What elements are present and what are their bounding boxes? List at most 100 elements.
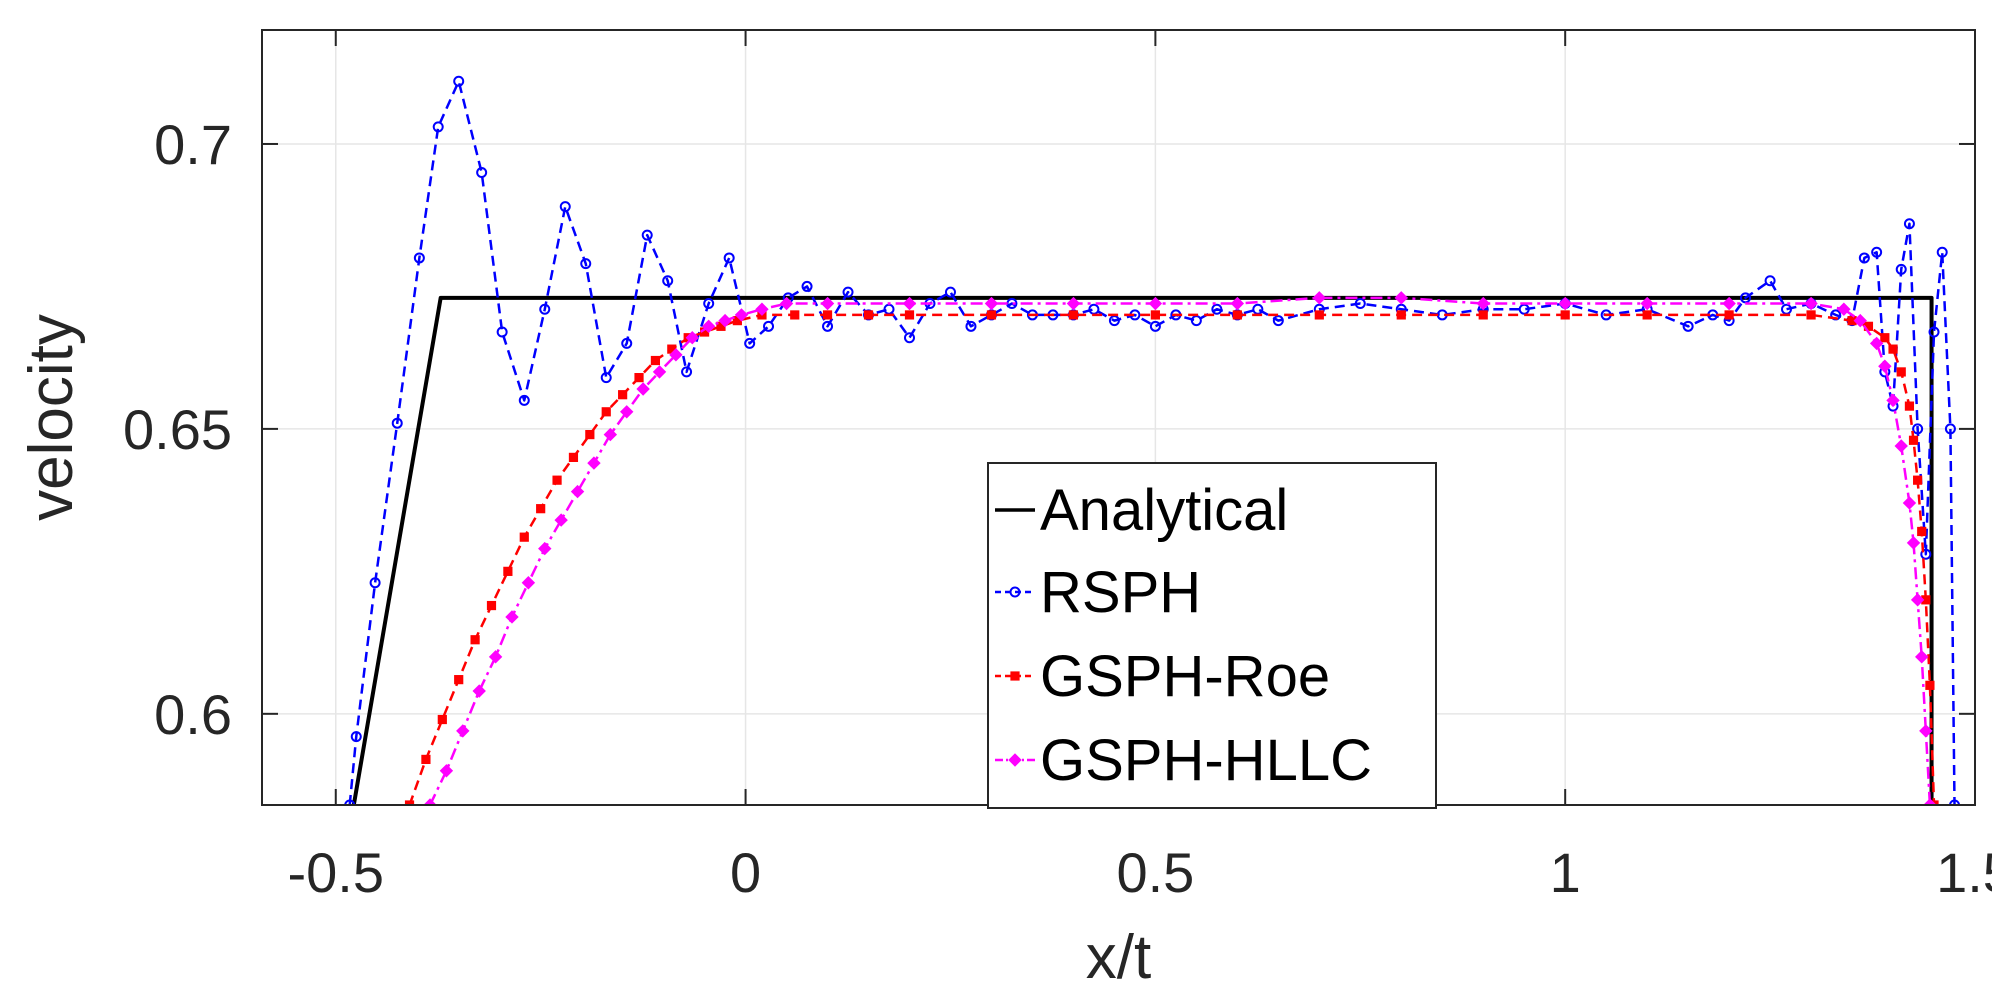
- data-point-gsph-hllc: [734, 308, 749, 322]
- data-point-gsph-roe: [486, 600, 497, 611]
- data-point-gsph-hllc: [1148, 296, 1163, 311]
- data-point-rsph: [723, 252, 735, 264]
- data-point-rsph: [703, 298, 715, 310]
- data-point-gsph-hllc: [603, 427, 618, 442]
- data-point-gsph-hllc: [1853, 313, 1867, 328]
- data-point-gsph-roe: [1396, 310, 1406, 320]
- data-point-gsph-hllc: [1066, 296, 1081, 311]
- data-point-gsph-roe: [863, 310, 874, 320]
- data-point-rsph: [1912, 423, 1924, 435]
- legend-label-gsph-hllc: GSPH-HLLC: [1040, 728, 1372, 793]
- data-point-rsph: [1871, 246, 1883, 258]
- data-point-gsph-hllc: [1919, 724, 1933, 738]
- data-point-gsph-hllc: [488, 650, 503, 664]
- data-point-gsph-hllc: [636, 382, 650, 396]
- legend-entry-analytical: Analytical: [995, 478, 1288, 543]
- data-point-gsph-hllc: [685, 331, 700, 345]
- data-point-gsph-roe: [822, 310, 833, 320]
- data-point-rsph: [822, 320, 834, 332]
- data-point-gsph-hllc: [718, 313, 732, 328]
- data-point-gsph-roe: [790, 310, 800, 320]
- data-point-rsph: [1354, 298, 1366, 310]
- y-tick-label: 0.7: [154, 113, 232, 176]
- data-point-rsph: [600, 372, 612, 384]
- series-analytical: [351, 295, 1934, 805]
- data-point-rsph: [621, 337, 633, 349]
- data-point-rsph: [744, 337, 756, 349]
- data-point-gsph-roe: [1314, 310, 1324, 320]
- y-tick-label: 0.6: [154, 683, 232, 746]
- data-point-gsph-roe: [1925, 680, 1935, 690]
- data-point-rsph: [369, 577, 381, 589]
- legend-label-gsph-roe: GSPH-Roe: [1040, 644, 1330, 709]
- data-point-gsph-roe: [1880, 333, 1890, 343]
- series-layer: [344, 75, 1961, 805]
- data-point-gsph-roe: [536, 504, 546, 514]
- data-point-gsph-hllc: [1906, 536, 1921, 550]
- data-point-gsph-roe: [650, 355, 661, 366]
- data-point-rsph: [344, 799, 356, 805]
- data-point-gsph-roe: [585, 429, 595, 440]
- data-point-gsph-roe: [568, 452, 579, 462]
- data-point-gsph-hllc: [1837, 302, 1851, 316]
- data-point-gsph-hllc: [820, 296, 835, 311]
- data-point-gsph-roe: [618, 390, 628, 400]
- data-point-gsph-hllc: [1915, 650, 1929, 664]
- data-point-rsph: [662, 275, 674, 287]
- data-point-rsph: [1272, 315, 1284, 327]
- data-point-rsph: [539, 303, 551, 315]
- data-point-gsph-roe: [1888, 344, 1898, 354]
- data-point-gsph-hllc: [472, 684, 486, 698]
- legend-box: [987, 462, 1437, 809]
- x-tick-label: 0.5: [1116, 841, 1194, 904]
- data-point-rsph: [580, 258, 592, 270]
- data-point-gsph-hllc: [1910, 593, 1925, 607]
- data-point-gsph-roe: [1908, 435, 1919, 445]
- data-point-gsph-roe: [601, 407, 611, 417]
- legend-marker-rsph: [1009, 586, 1021, 598]
- data-point-gsph-roe: [454, 675, 464, 685]
- data-point-gsph-hllc: [1394, 291, 1408, 305]
- data-point-rsph: [1903, 218, 1915, 230]
- data-point-gsph-roe: [1917, 526, 1927, 537]
- data-point-gsph-hllc: [456, 724, 470, 738]
- data-point-rsph: [559, 201, 571, 213]
- data-point-gsph-hllc: [439, 764, 454, 778]
- data-point-rsph: [1149, 320, 1161, 332]
- data-point-rsph: [1949, 799, 1961, 805]
- ticks: -0.5 0 0.5 1 1.5 0.6 0.65 0.7: [123, 30, 1992, 904]
- data-point-gsph-hllc: [1640, 296, 1654, 311]
- data-point-gsph-hllc: [538, 541, 552, 556]
- data-point-rsph: [1858, 252, 1870, 264]
- data-point-gsph-hllc: [1878, 359, 1892, 373]
- data-point-gsph-hllc: [902, 296, 917, 311]
- legend-marker-gsph-roe: [1010, 671, 1020, 681]
- data-point-gsph-roe: [470, 635, 480, 645]
- data-point-gsph-roe: [519, 532, 529, 542]
- data-point-rsph: [641, 229, 653, 241]
- x-axis-label: x/t: [1086, 923, 1151, 992]
- data-point-gsph-roe: [1896, 367, 1906, 377]
- data-point-rsph: [944, 286, 956, 298]
- data-point-gsph-roe: [1150, 310, 1160, 320]
- data-point-rsph: [1682, 320, 1694, 332]
- data-point-gsph-roe: [1642, 310, 1652, 320]
- data-point-gsph-hllc: [652, 365, 667, 379]
- data-point-rsph: [1895, 263, 1907, 275]
- data-point-gsph-roe: [1913, 475, 1923, 485]
- data-point-gsph-hllc: [669, 348, 683, 362]
- data-point-gsph-roe: [1068, 310, 1079, 320]
- series-gsph-hllc: [423, 291, 1937, 805]
- data-point-gsph-roe: [904, 310, 915, 320]
- x-tick-label: 0: [730, 841, 761, 904]
- data-point-gsph-roe: [404, 800, 415, 805]
- x-tick-label: -0.5: [288, 841, 385, 904]
- data-point-gsph-hllc: [1804, 296, 1818, 311]
- data-point-gsph-hllc: [505, 610, 519, 624]
- legend-marker-gsph-hllc: [1008, 753, 1022, 767]
- data-point-gsph-roe: [1232, 310, 1242, 320]
- series-line-rsph: [348, 80, 1956, 805]
- data-point-gsph-roe: [552, 475, 562, 485]
- x-tick-label: 1: [1550, 841, 1581, 904]
